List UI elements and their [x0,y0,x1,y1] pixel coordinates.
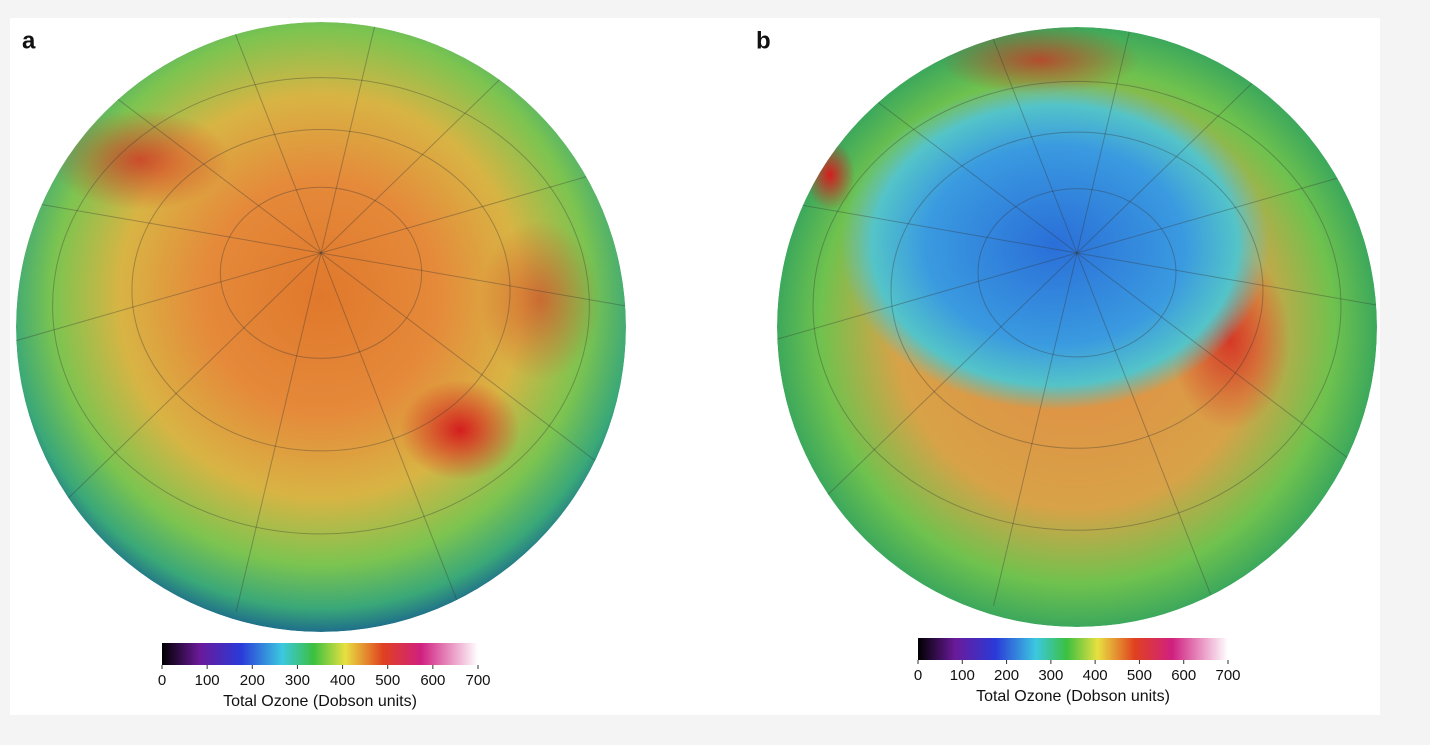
tick-label: 700 [465,672,490,689]
tick-label: 500 [1127,667,1152,684]
tick-label: 300 [285,672,310,689]
parallel [131,128,511,452]
meridian [993,252,1078,606]
colorbar-gradient [918,638,1228,660]
meridian [16,179,322,254]
meridian [777,252,1078,368]
meridian [235,252,322,612]
parallel [890,131,1264,449]
meridian [320,22,407,254]
tick-label: 200 [994,667,1019,684]
meridian [1076,252,1377,492]
parallel [52,77,590,535]
meridian [942,27,1078,254]
colorbar: 0 100 200 300 400 500 600 700 Total Ozone (Dobso… [158,643,491,710]
colorbar: 0 100 200 300 400 500 600 700 Total Ozone (Dobso… [914,638,1241,705]
parallel [812,80,1342,531]
parallel [977,188,1177,358]
panel-label: a [22,27,36,54]
meridian [798,252,1078,524]
colorbar-label: Total Ozone (Dobson units) [223,693,417,710]
parallel [219,186,423,359]
tick-label: 600 [420,672,445,689]
meridian [1076,252,1212,595]
tick-label: 0 [158,672,166,689]
tick-label: 100 [195,672,220,689]
meridian [320,252,626,496]
meridian [184,22,322,254]
tick-label: 100 [950,667,975,684]
meridian [1076,27,1161,254]
tick-label: 600 [1171,667,1196,684]
panel-label: b [756,27,771,54]
tick-label: 300 [1038,667,1063,684]
meridian [16,252,322,370]
tick-label: 0 [914,667,922,684]
tick-label: 700 [1215,667,1240,684]
meridian [320,252,458,601]
meridian [1076,138,1377,254]
tick-label: 400 [330,672,355,689]
colorbar-gradient [162,643,478,665]
tick-label: 500 [375,672,400,689]
meridian [777,180,1078,254]
tick-label: 400 [1083,667,1108,684]
meridian [320,252,626,327]
globe-b [777,27,1377,627]
globe-a [16,22,626,632]
meridian [1076,252,1377,326]
colorbar-label: Total Ozone (Dobson units) [976,688,1170,705]
meridian [320,136,626,254]
tick-label: 200 [240,672,265,689]
meridian [37,252,322,528]
